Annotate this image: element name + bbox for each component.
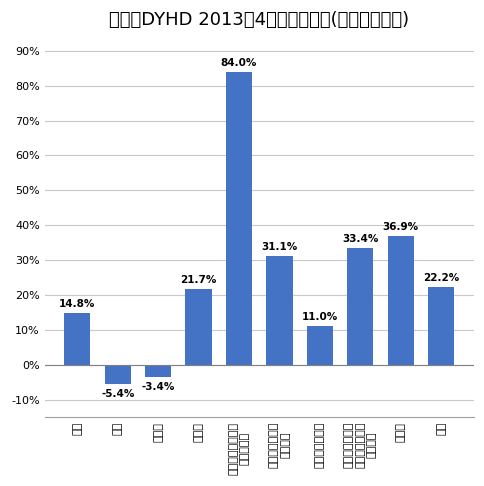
Text: 21.7%: 21.7% — [180, 275, 216, 285]
Text: 22.2%: 22.2% — [422, 273, 458, 283]
Text: 14.8%: 14.8% — [59, 299, 95, 309]
Bar — [226, 72, 252, 364]
Bar — [347, 248, 373, 364]
Text: 11.0%: 11.0% — [301, 312, 337, 322]
Text: -5.4%: -5.4% — [101, 389, 134, 399]
Bar — [105, 364, 131, 383]
Bar — [64, 313, 90, 364]
Bar — [145, 364, 171, 377]
Text: 31.1%: 31.1% — [261, 242, 297, 252]
Bar — [185, 289, 212, 364]
Bar — [266, 256, 292, 364]
Title: 博報堂DYHD 2013年4月度単体売上(前々年同月比): 博報堂DYHD 2013年4月度単体売上(前々年同月比) — [109, 11, 408, 29]
Bar — [427, 287, 454, 364]
Bar — [387, 236, 413, 364]
Bar — [306, 327, 333, 364]
Text: 36.9%: 36.9% — [382, 222, 418, 232]
Text: -3.4%: -3.4% — [141, 382, 174, 392]
Text: 33.4%: 33.4% — [341, 234, 378, 244]
Text: 84.0%: 84.0% — [220, 58, 257, 68]
